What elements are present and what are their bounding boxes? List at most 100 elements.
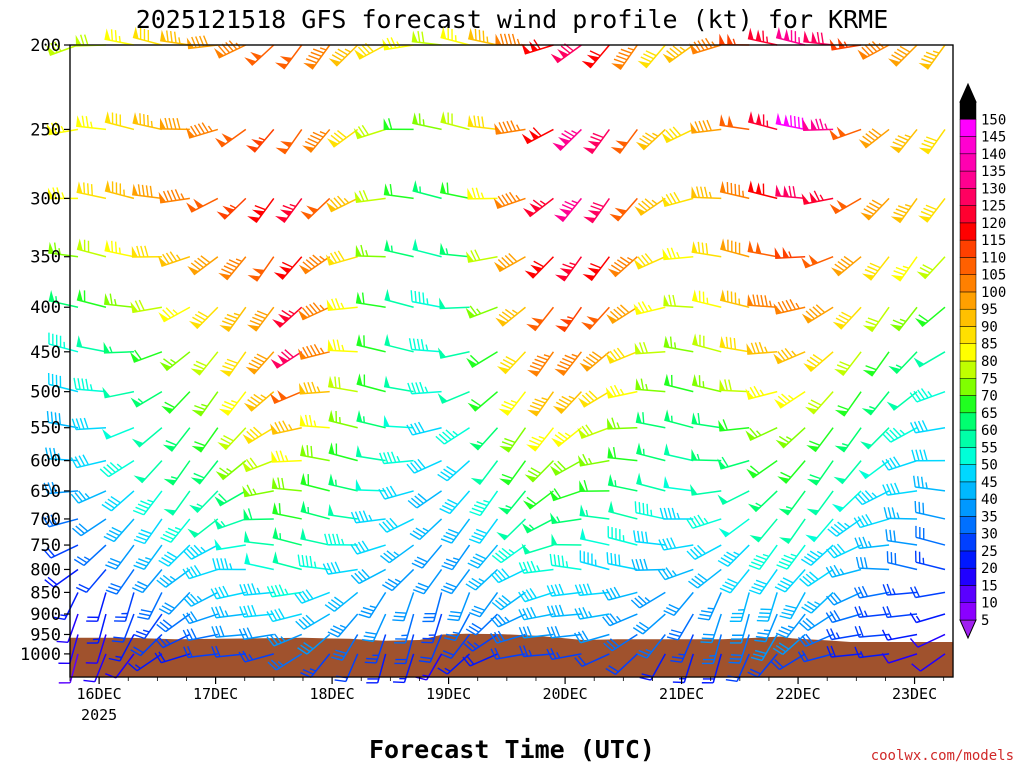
wind-barb	[437, 653, 471, 675]
wind-barb	[630, 591, 666, 609]
wind-barb	[657, 567, 694, 581]
wind-barb	[183, 544, 219, 560]
wind-barb	[778, 490, 806, 516]
wind-barb	[182, 591, 219, 607]
colorbar-label: 70	[981, 389, 998, 405]
wind-barb	[577, 424, 610, 439]
wind-barb	[860, 427, 890, 450]
wind-barb	[421, 613, 443, 644]
wind-barb	[101, 490, 135, 512]
wind-barb	[382, 37, 414, 51]
wind-barb	[719, 568, 750, 594]
wind-barb	[384, 333, 414, 353]
colorbar-label: 125	[981, 199, 1006, 215]
wind-barb	[187, 255, 219, 276]
wind-barb	[331, 634, 359, 661]
wind-barb	[163, 490, 191, 516]
wind-barb	[577, 453, 610, 467]
x-tick-label: 20DEC	[543, 685, 588, 703]
wind-barb	[185, 122, 219, 139]
wind-barb	[748, 569, 778, 595]
wind-barb	[496, 351, 527, 375]
wind-barb	[437, 390, 470, 404]
wind-barb	[631, 558, 666, 571]
wind-barb	[297, 343, 330, 360]
x-axis: 16DEC 17DEC 18DEC 19DEC 20DEC 21DEC 22DEC 23DEC…	[69, 677, 945, 724]
wind-barb	[553, 197, 583, 223]
wind-barb	[666, 613, 694, 641]
x-year-label: 2025	[81, 706, 117, 724]
colorbar-swatch	[959, 429, 977, 448]
wind-barb	[882, 427, 918, 443]
wind-barb	[159, 351, 191, 372]
wind-barb	[882, 583, 918, 596]
wind-barb	[797, 650, 834, 663]
wind-barb	[328, 44, 359, 67]
wind-barb	[447, 592, 471, 622]
wind-barb	[577, 390, 610, 408]
wind-barb	[493, 253, 526, 273]
wind-barb	[75, 34, 106, 47]
wind-barb	[244, 552, 274, 571]
wind-barb	[328, 442, 358, 462]
wind-barb	[663, 476, 694, 492]
wind-barb	[99, 459, 135, 478]
wind-barb	[746, 341, 778, 355]
wind-barb	[350, 540, 386, 555]
colorbar-label: 30	[981, 527, 998, 543]
wind-barb	[105, 544, 135, 570]
wind-barb	[53, 592, 79, 621]
wind-barb	[297, 554, 330, 571]
wind-barb	[76, 115, 107, 131]
wind-barb	[73, 377, 107, 393]
wind-barb	[805, 518, 834, 543]
wind-barb	[777, 460, 806, 484]
wind-barb	[801, 544, 834, 566]
wind-barb	[662, 44, 694, 64]
wind-barb	[245, 351, 275, 375]
wind-barb	[218, 256, 247, 281]
colorbar-swatch	[959, 326, 977, 344]
wind-barb	[356, 373, 386, 393]
wind-barb	[76, 289, 107, 308]
y-tick-label: 300	[30, 189, 61, 209]
colorbar-label: 85	[981, 337, 998, 353]
wind-barb	[162, 427, 191, 452]
wind-barb	[888, 351, 918, 374]
wind-barb	[182, 628, 218, 642]
wind-barb	[829, 126, 862, 141]
wind-barb	[328, 409, 358, 429]
wind-barb	[719, 335, 750, 353]
wind-barb	[444, 613, 471, 642]
wind-barb	[692, 333, 722, 353]
colorbar-swatch	[959, 585, 977, 603]
wind-barb	[825, 591, 862, 606]
wind-barb	[111, 613, 135, 643]
wind-barb	[495, 33, 526, 46]
wind-barb	[300, 197, 331, 220]
y-tick-label: 900	[30, 605, 61, 625]
wind-barb	[521, 39, 554, 55]
wind-barb	[825, 610, 862, 624]
x-tick-label: 18DEC	[310, 685, 355, 703]
wind-barb	[861, 391, 890, 416]
wind-barb	[158, 306, 191, 323]
colorbar-swatch	[959, 136, 977, 155]
wind-barb	[158, 591, 191, 615]
wind-barb	[494, 120, 526, 135]
wind-barb	[518, 645, 554, 658]
wind-barb	[855, 556, 890, 571]
wind-barb	[546, 604, 582, 618]
wind-barb	[354, 189, 386, 204]
wind-barb	[467, 187, 498, 200]
wind-barb	[327, 613, 359, 638]
wind-barb	[881, 456, 918, 471]
y-tick-label: 450	[30, 343, 61, 363]
colorbar-label: 115	[981, 233, 1006, 249]
wind-barb	[408, 338, 442, 353]
wind-barb	[466, 249, 498, 263]
wind-barb	[322, 561, 358, 575]
colorbar-swatch	[959, 498, 977, 517]
wind-barb	[160, 29, 190, 46]
